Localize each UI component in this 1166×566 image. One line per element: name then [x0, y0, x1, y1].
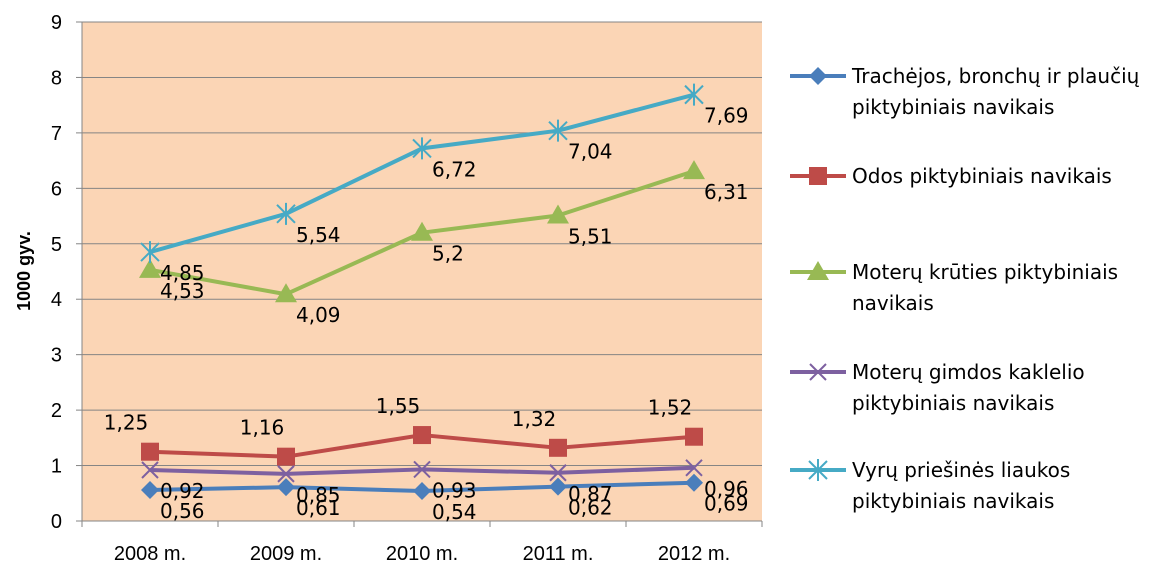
data-label: 0,93 — [432, 478, 477, 502]
data-label: 0,96 — [704, 477, 749, 501]
y-tick-label: 8 — [51, 67, 62, 89]
x-tick-label: 2010 m. — [386, 543, 458, 565]
data-label: 1,32 — [512, 407, 557, 431]
x-tick-label: 2009 m. — [250, 543, 322, 565]
data-label: 4,53 — [160, 279, 205, 303]
x-tick-label: 2012 m. — [658, 543, 730, 565]
legend-item: Trachėjos, bronchų ir plaučių piktybiniai… — [790, 64, 1140, 119]
legend-marker — [809, 67, 827, 85]
y-tick-label: 0 — [51, 511, 62, 533]
legend-label: Moterų gimdos kaklelio — [852, 360, 1085, 384]
series-layer — [139, 83, 705, 501]
data-point — [549, 438, 567, 457]
data-label: 1,52 — [648, 396, 693, 420]
data-point — [277, 465, 295, 483]
data-label: 1,55 — [376, 394, 421, 418]
y-tick-label: 6 — [51, 178, 62, 200]
data-label: 4,09 — [296, 303, 341, 327]
data-label: 5,2 — [432, 242, 464, 266]
data-point — [413, 426, 431, 445]
data-point — [412, 137, 432, 160]
legend-item: Moterų krūties piktybiniais navikais — [790, 260, 1118, 315]
data-label: 0,54 — [432, 500, 477, 524]
data-point — [548, 119, 568, 142]
data-point — [685, 473, 703, 492]
data-point — [141, 480, 159, 499]
series-4 — [141, 459, 703, 483]
y-tick-label: 7 — [51, 123, 62, 145]
x-tick-label: 2011 m. — [523, 543, 594, 565]
y-tick-label: 1 — [51, 456, 62, 478]
data-label: 0,87 — [568, 482, 613, 506]
legend-label: piktybiniais navikais — [852, 489, 1054, 513]
y-tick-label: 4 — [51, 289, 62, 311]
legend-item: Moterų gimdos kaklelio piktybiniais navik… — [790, 360, 1085, 415]
data-point — [547, 204, 569, 224]
legend-label: Vyrų priešinės liaukos — [852, 458, 1070, 482]
legend-label: piktybiniais navikais — [852, 391, 1054, 415]
series-1 — [141, 473, 703, 501]
data-label: 6,72 — [432, 157, 477, 181]
series-5 — [140, 83, 704, 264]
legend-marker — [808, 459, 828, 481]
data-point — [685, 427, 703, 446]
y-tick-label: 9 — [51, 12, 62, 34]
data-point — [413, 482, 431, 501]
data-point — [275, 283, 297, 303]
data-point — [276, 202, 296, 225]
data-label: 0,69 — [704, 492, 749, 516]
legend-item: Odos piktybiniais navikais — [790, 164, 1112, 188]
data-label: 4,85 — [160, 261, 205, 285]
data-point — [413, 460, 431, 479]
y-tick-label: 3 — [51, 345, 62, 367]
y-tick-label: 2 — [51, 400, 62, 422]
data-point — [549, 477, 567, 496]
legend-marker — [809, 363, 827, 381]
data-label: 0,85 — [296, 483, 341, 507]
series-2 — [141, 426, 703, 466]
legend-label: piktybiniais navikais — [852, 95, 1054, 119]
legend: Trachėjos, bronchų ir plaučių piktybiniai… — [790, 64, 1140, 513]
data-label: 6,31 — [704, 180, 749, 204]
data-point — [140, 241, 160, 264]
x-tick-label: 2008 m. — [114, 543, 186, 565]
legend-marker — [809, 167, 827, 185]
data-label: 5,51 — [568, 225, 613, 249]
data-labels: 0,56 0,61 0,54 0,62 0,69 1,25 1,16 1,55 1,32 1,52… — [104, 104, 749, 524]
data-point — [141, 442, 159, 461]
data-label: 0,56 — [160, 499, 205, 523]
data-label: 1,16 — [240, 416, 285, 440]
y-axis-title: 1000 gyv. — [14, 231, 34, 311]
series-3 — [139, 160, 705, 303]
legend-marker — [807, 261, 829, 280]
data-label: 0,92 — [160, 479, 205, 503]
legend-label: navikais — [852, 291, 934, 315]
legend-label: Odos piktybiniais navikais — [852, 164, 1112, 188]
data-point — [684, 83, 704, 106]
data-label: 0,61 — [296, 496, 341, 520]
data-label: 7,04 — [568, 140, 613, 164]
data-label: 7,69 — [704, 104, 749, 128]
data-point — [139, 258, 161, 278]
legend-item: Vyrų priešinės liaukos piktybiniais navik… — [790, 458, 1070, 513]
data-label: 5,54 — [296, 223, 341, 247]
legend-label: Trachėjos, bronchų ir plaučių — [851, 64, 1140, 88]
data-label: 0,62 — [568, 496, 613, 520]
data-point — [683, 160, 705, 180]
data-point — [549, 464, 567, 482]
data-point — [411, 221, 433, 241]
data-label: 1,25 — [104, 411, 149, 435]
legend-label: Moterų krūties piktybiniais — [852, 260, 1118, 284]
y-tick-label: 5 — [51, 234, 62, 256]
data-point — [277, 447, 295, 466]
data-point — [141, 461, 159, 479]
data-point — [685, 459, 703, 477]
axes: 0 1 2 3 4 5 6 7 8 9 2008 m. 2009 m. 2010 m. 2011 m. 20… — [51, 12, 763, 565]
data-point — [277, 478, 295, 497]
gridlines — [82, 21, 762, 522]
